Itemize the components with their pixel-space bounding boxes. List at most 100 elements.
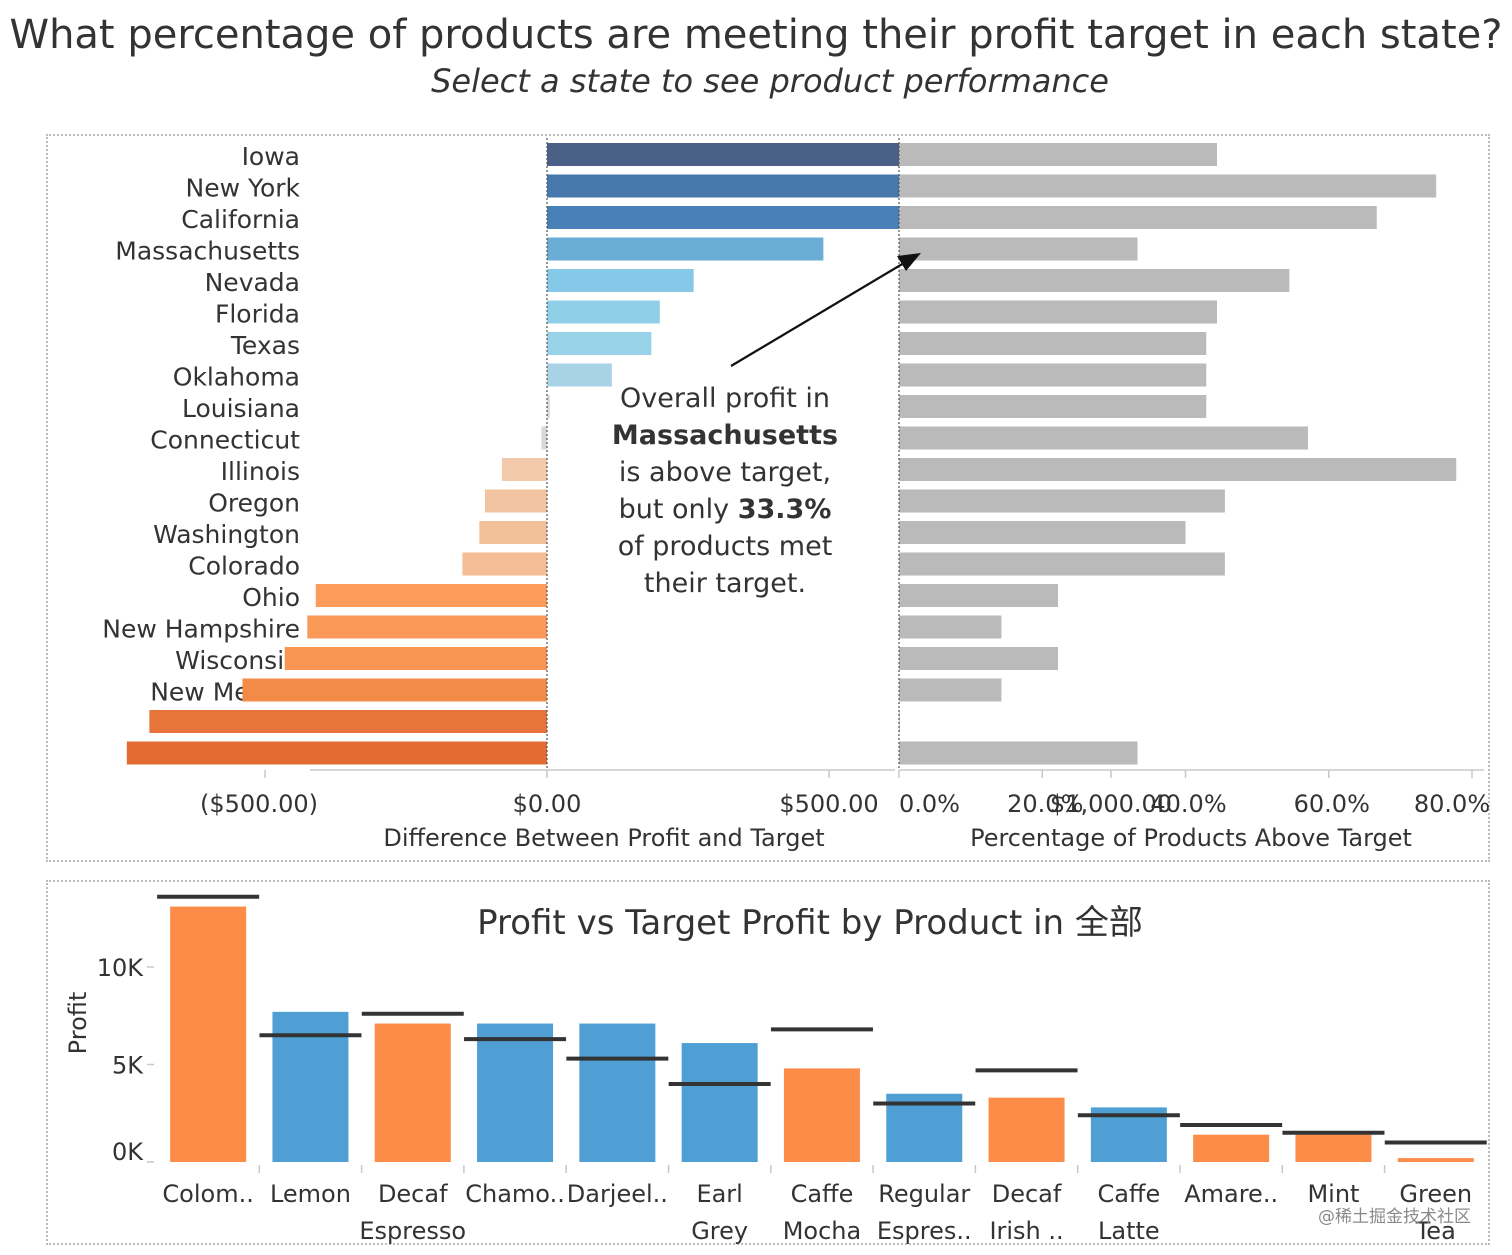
difference-bar [547, 300, 660, 324]
annotation-line: but only [618, 494, 738, 525]
product-label: Mint [1307, 1180, 1359, 1208]
difference-bar [547, 237, 824, 261]
percentage-bar [899, 332, 1207, 355]
product-label: Regular [878, 1180, 970, 1208]
profit-bar [988, 1097, 1065, 1162]
state-label: Iowa [242, 142, 300, 171]
percentage-bar [899, 143, 1218, 166]
difference-bar [541, 426, 547, 450]
profit-bar [1295, 1134, 1372, 1162]
state-label: Texas [230, 331, 300, 360]
state-label: Colorado [188, 552, 300, 581]
x-tick-label: ($500.00) [200, 790, 318, 818]
product-label: Green [1399, 1180, 1472, 1208]
annotation-arrowhead [897, 253, 921, 271]
percentage-bar [899, 552, 1225, 576]
y-tick-label: 0K [112, 1138, 144, 1166]
profit-bar [477, 1023, 554, 1162]
product-label: Earl [696, 1180, 742, 1208]
y-axis-title: Profit [64, 992, 92, 1055]
product-label: Darjeel.. [567, 1180, 668, 1208]
percentage-bar [899, 489, 1225, 513]
product-label: Grey [691, 1217, 748, 1245]
difference-bar [547, 395, 550, 418]
percentage-bar [899, 395, 1207, 418]
percentage-bar [899, 269, 1290, 292]
state-label: Ohio [242, 583, 300, 612]
product-label: Amare.. [1184, 1180, 1278, 1208]
difference-bar [547, 332, 652, 355]
state-label: New Hampshire [102, 615, 300, 644]
annotation-line: is above target, [618, 457, 832, 488]
annotation-state: Massachusetts [611, 420, 839, 451]
difference-bar [547, 269, 694, 292]
annotation-percent: 33.3% [737, 494, 832, 525]
x-tick-label: 40.0% [1150, 790, 1226, 818]
difference-bar [315, 584, 547, 607]
product-label: Latte [1098, 1217, 1160, 1245]
percentage-bar [899, 647, 1059, 670]
percentage-bar [899, 710, 900, 733]
profit-bar [579, 1023, 656, 1162]
annotation-line: Overall profit in [619, 383, 831, 414]
state-label: Oklahoma [173, 363, 300, 392]
x-tick-label: 80.0% [1414, 790, 1490, 818]
product-chart-title: Profit vs Target Profit by Product in 全部 [477, 903, 1143, 943]
state-label: Massachusetts [115, 237, 300, 266]
profit-bar [681, 1043, 758, 1162]
product-label: Tea [1415, 1217, 1456, 1245]
x-tick-label: $0.00 [513, 790, 582, 818]
product-label: Colom.. [162, 1180, 253, 1208]
percentage-bar [899, 678, 1002, 702]
state-label: Oregon [208, 489, 300, 518]
profit-bar [374, 1023, 451, 1162]
product-label: Decaf [992, 1180, 1062, 1208]
difference-bar [479, 521, 547, 544]
difference-bar [462, 552, 547, 576]
profit-bar [1397, 1158, 1474, 1162]
page-subtitle: Select a state to see product performanc… [431, 62, 1109, 100]
product-label: Caffe [791, 1180, 854, 1208]
difference-bar [284, 647, 547, 670]
x-axis-title: Difference Between Profit and Target [383, 824, 824, 852]
state-label: California [181, 205, 300, 234]
percentage-bar [899, 615, 1002, 639]
state-label: Florida [215, 300, 300, 329]
state-label: Illinois [221, 457, 300, 486]
percentage-bar [899, 521, 1186, 544]
percentage-bar [899, 206, 1377, 229]
state-chart-panel [46, 134, 1490, 862]
product-label: Irish .. [989, 1217, 1063, 1245]
profit-bar [1193, 1134, 1270, 1162]
x-axis-title: Percentage of Products Above Target [970, 824, 1412, 852]
difference-bar [126, 741, 547, 765]
difference-bar [547, 363, 612, 387]
state-label: Washington [153, 520, 300, 549]
y-tick-label: 5K [112, 1052, 144, 1080]
difference-bar [242, 678, 547, 702]
state-label: Louisiana [182, 394, 300, 423]
x-tick-label: $1,000.00 [1050, 790, 1172, 818]
percentage-bar [899, 300, 1218, 324]
difference-bar [307, 615, 547, 639]
product-label: Decaf [378, 1180, 448, 1208]
product-chart-panel [46, 880, 1490, 1245]
state-label: New York [186, 174, 301, 203]
product-label: Caffe [1097, 1180, 1160, 1208]
x-tick-label: 60.0% [1294, 790, 1370, 818]
percentage-bar [899, 237, 1138, 261]
page-title: What percentage of products are meeting … [9, 12, 1503, 58]
product-label: Mocha [783, 1217, 862, 1245]
percentage-bar [899, 458, 1457, 481]
annotation-line: of products met [617, 531, 833, 562]
watermark: @稀土掘金技术社区 [1318, 1207, 1471, 1227]
profit-bar [783, 1068, 860, 1162]
x-tick-label: 20.0% [1007, 790, 1083, 818]
annotation-arrow-line [730, 262, 905, 367]
difference-bar [149, 710, 547, 733]
difference-bar [484, 489, 547, 513]
percentage-bar [899, 363, 1207, 387]
product-label: Lemon [270, 1180, 351, 1208]
product-label: Espresso [359, 1217, 466, 1245]
